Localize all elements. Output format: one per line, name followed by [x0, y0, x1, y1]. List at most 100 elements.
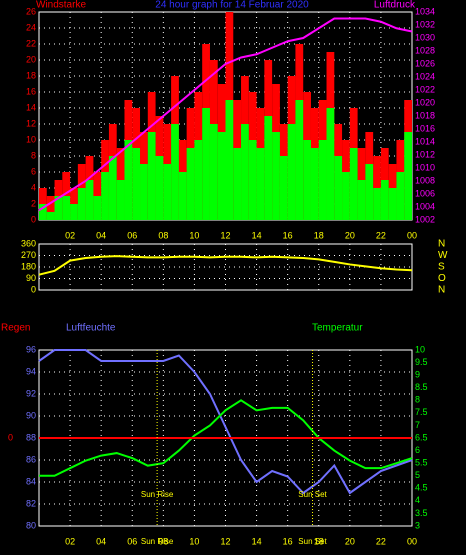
- annotation-label: Sun Rise: [141, 537, 174, 546]
- y2-tick-label: S: [438, 262, 445, 273]
- y-tick-label: 10: [26, 134, 36, 144]
- wind-bar: [46, 196, 55, 220]
- annotation-label: Sun Rise: [141, 490, 174, 499]
- y-tick-label: 6: [31, 166, 36, 176]
- wind-bar: [132, 148, 141, 220]
- y-tick-label: 80: [26, 520, 36, 530]
- series-line: [39, 399, 413, 477]
- y2-tick-label: 1030: [415, 32, 435, 42]
- y-tick-label: 20: [26, 54, 36, 64]
- wind-bar: [108, 156, 117, 220]
- y-tick-label: 90: [26, 410, 36, 420]
- wind-bar: [365, 164, 374, 220]
- wind-bar: [209, 124, 218, 220]
- y-tick-label: 180: [21, 261, 36, 271]
- wind-bar: [349, 148, 358, 220]
- temperature-label: Temperatur: [312, 323, 363, 334]
- wind-bar: [287, 124, 296, 220]
- wind-bar: [357, 180, 366, 220]
- wind-bar: [373, 188, 381, 220]
- y-tick-label: 92: [26, 388, 36, 398]
- wind-bar: [233, 148, 242, 220]
- wind-bar: [155, 156, 164, 220]
- y2-tick-label: 1032: [415, 19, 435, 29]
- x-tick-label: 18: [314, 536, 324, 546]
- wind-bar: [178, 172, 187, 220]
- y2-tick-label: N: [438, 239, 445, 250]
- x-tick-label: 14: [252, 230, 262, 240]
- wind-bar: [147, 132, 156, 220]
- x-tick-label: 18: [314, 230, 324, 240]
- wind-bar: [140, 164, 148, 220]
- y-label: Windstarke: [36, 0, 86, 11]
- y-tick-label: 84: [26, 476, 36, 486]
- x-tick-label: 00: [407, 230, 417, 240]
- wind-bar: [62, 196, 71, 220]
- wind-bar: [264, 116, 273, 220]
- y2-tick-label: 6.5: [415, 432, 428, 442]
- wind-bar: [334, 156, 343, 220]
- wind-bar: [46, 212, 55, 220]
- y-tick-label: 26: [26, 6, 36, 16]
- wind-bar: [303, 140, 311, 220]
- y-tick-label: 270: [21, 250, 36, 260]
- wind-bar: [202, 108, 210, 220]
- y2-tick-label: 1008: [415, 175, 435, 185]
- x-tick-label: 22: [376, 536, 386, 546]
- wind-bar: [388, 188, 397, 220]
- y2-tick-label: 10: [415, 344, 425, 354]
- wind-bar: [396, 172, 405, 220]
- y2-tick-label: 1022: [415, 84, 435, 94]
- x-tick-label: 00: [407, 536, 417, 546]
- wind-bar: [116, 180, 125, 220]
- y2-tick-label: 1006: [415, 188, 435, 198]
- wind-bar: [124, 140, 133, 220]
- y-tick-label: 86: [26, 454, 36, 464]
- wind-bar: [70, 204, 78, 220]
- wind-bar: [77, 188, 86, 220]
- y2-tick-label: 7: [415, 420, 420, 430]
- humidity-label: Luftfeuchte: [66, 323, 116, 334]
- x-tick-label: 20: [345, 230, 355, 240]
- x-tick-label: 20: [345, 536, 355, 546]
- y-tick-label: 82: [26, 498, 36, 508]
- wind-bar: [326, 108, 335, 220]
- wind-bar: [318, 140, 327, 220]
- wind-bar: [256, 148, 265, 220]
- rain-label: Regen: [1, 323, 30, 334]
- wind-bar: [380, 180, 389, 220]
- wind-bar: [404, 132, 412, 220]
- y2-tick-label: 3.5: [415, 508, 428, 518]
- y-tick-label: 4: [31, 182, 36, 192]
- wind-bar: [241, 124, 249, 220]
- wind-bar: [225, 100, 234, 220]
- y2-tick-label: 3: [415, 520, 420, 530]
- y2-tick-label: 9.5: [415, 357, 428, 367]
- y2-tick-label: 1026: [415, 58, 435, 68]
- x-tick-label: 08: [158, 230, 168, 240]
- y-tick-label: 12: [26, 118, 36, 128]
- wind-bar: [163, 164, 172, 220]
- x-tick-label: 14: [252, 536, 262, 546]
- y2-tick-label: 8: [415, 395, 420, 405]
- x-tick-label: 10: [189, 230, 199, 240]
- x-tick-label: 16: [283, 230, 293, 240]
- x-tick-label: 08: [158, 536, 168, 546]
- x-tick-label: 02: [65, 230, 75, 240]
- y2-label: Luftdruck: [374, 0, 416, 11]
- y2-tick-label: 8.5: [415, 382, 428, 392]
- series-line: [38, 349, 413, 495]
- y2-tick-label: 1018: [415, 110, 435, 120]
- y-tick-label: 0: [31, 284, 36, 294]
- y-tick-label: 2: [31, 198, 36, 208]
- wind-bar: [295, 100, 304, 220]
- y2-tick-label: O: [438, 273, 446, 284]
- wind-bar: [217, 132, 226, 220]
- y2-tick-label: 1010: [415, 162, 435, 172]
- wind-bar: [39, 204, 47, 220]
- x-tick-label: 12: [220, 230, 230, 240]
- y2-tick-label: 1002: [415, 214, 435, 224]
- wind-bar: [279, 156, 288, 220]
- y2-tick-label: 9: [415, 370, 420, 380]
